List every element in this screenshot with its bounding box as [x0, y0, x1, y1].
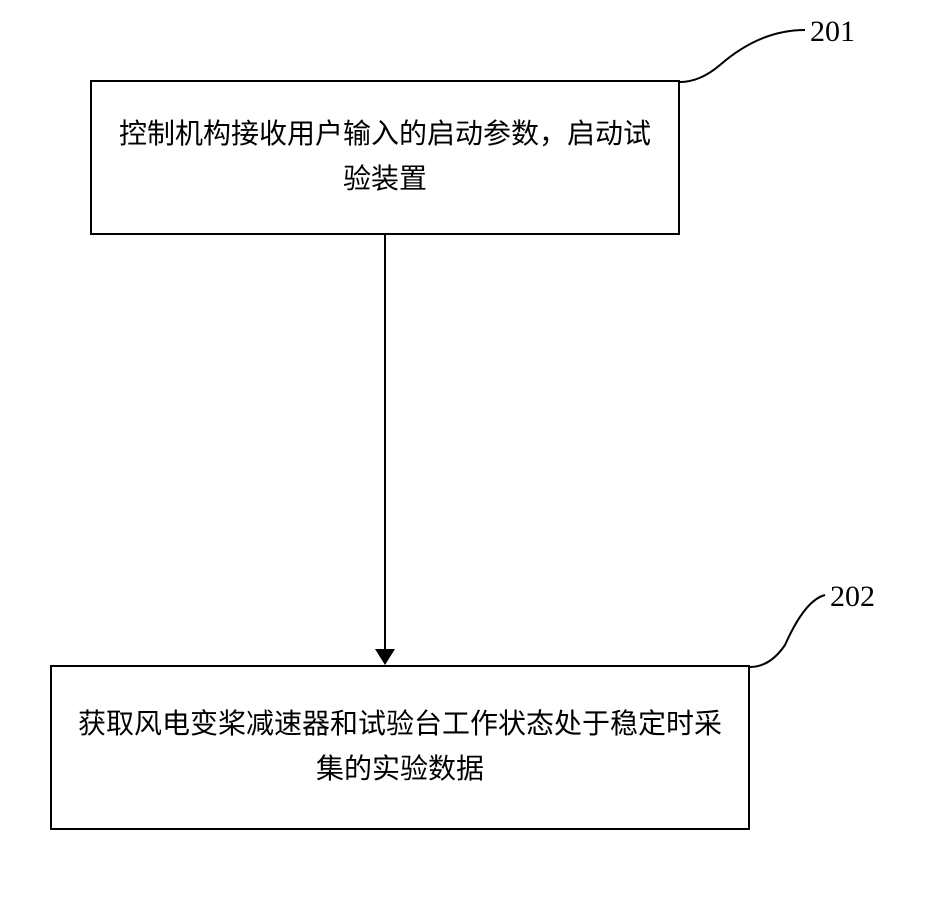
callout-curve-2 [0, 0, 931, 909]
